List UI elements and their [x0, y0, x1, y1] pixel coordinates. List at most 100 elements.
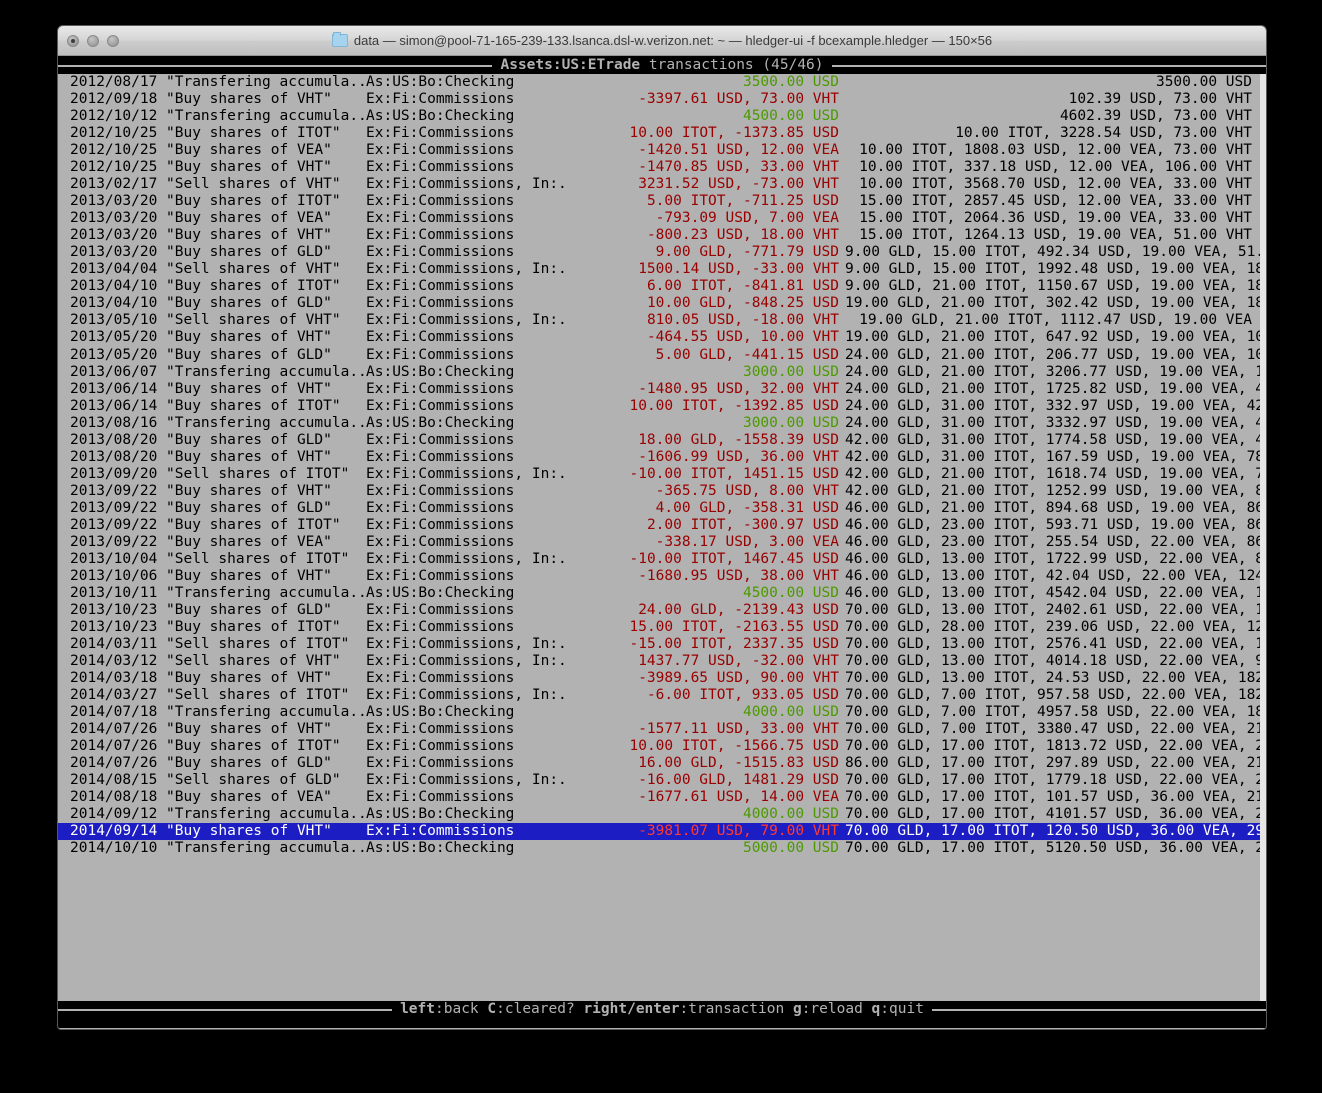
footer-key[interactable]: q: [871, 1001, 881, 1017]
table-row[interactable]: 2013/09/20 "Sell shares of ITOT" Ex:Fi:Com…: [58, 466, 1266, 483]
table-row[interactable]: 2013/09/22 "Buy shares of VEA" Ex:Fi:Commi…: [58, 534, 1266, 551]
row-cell-description: "Sell shares of GLD": [166, 772, 341, 789]
row-cell-account: Ex:Fi:Commissions: [366, 278, 515, 295]
row-cell-date: 2013/10/06: [70, 567, 158, 584]
row-cell-account: Ex:Fi:Commissions: [366, 789, 515, 806]
table-row[interactable]: 2014/03/12 "Sell shares of VHT" Ex:Fi:Comm…: [58, 653, 1266, 670]
table-row[interactable]: 2013/04/10 "Buy shares of ITOT" Ex:Fi:Comm…: [58, 278, 1266, 295]
table-row[interactable]: 2013/05/20 "Buy shares of GLD" Ex:Fi:Commi…: [58, 347, 1266, 364]
row-cell-description: "Sell shares of ITOT": [166, 550, 350, 567]
table-row[interactable]: 2013/02/17 "Sell shares of VHT" Ex:Fi:Comm…: [58, 176, 1266, 193]
row-cell-amount: 15.00 ITOT, -2163.55 USD: [629, 619, 839, 635]
row-cell-date: 2013/10/23: [70, 601, 158, 618]
row-cell-date: 2014/07/26: [70, 738, 158, 755]
table-row[interactable]: 2014/09/12 "Transfering accumula.. As:US:B…: [58, 806, 1266, 823]
row-cell-amount: -365.75 USD, 8.00 VHT: [655, 482, 839, 499]
table-row[interactable]: 2013/04/10 "Buy shares of GLD" Ex:Fi:Commi…: [58, 295, 1266, 312]
table-row[interactable]: 2013/04/04 "Sell shares of VHT" Ex:Fi:Comm…: [58, 261, 1266, 278]
footer-key[interactable]: right/enter: [583, 1001, 680, 1017]
terminal-window: data — simon@pool-71-165-239-133.lsanca.…: [57, 25, 1267, 1030]
table-row[interactable]: 2014/03/27 "Sell shares of ITOT" Ex:Fi:Com…: [58, 687, 1266, 704]
row-cell-date: 2013/03/20: [70, 193, 158, 210]
row-cell-date: 2013/06/14: [70, 397, 158, 414]
table-row[interactable]: 2013/03/20 "Buy shares of VHT" Ex:Fi:Commi…: [58, 227, 1266, 244]
table-row[interactable]: 2013/10/11 "Transfering accumula.. As:US:B…: [58, 585, 1266, 602]
table-row[interactable]: 2013/05/10 "Sell shares of VHT" Ex:Fi:Comm…: [58, 312, 1266, 329]
table-row[interactable]: 2013/05/20 "Buy shares of VHT" Ex:Fi:Commi…: [58, 329, 1266, 346]
row-cell-description: "Buy shares of VHT": [166, 567, 332, 584]
row-cell-date: 2012/10/25: [70, 159, 158, 176]
terminal-screen: Assets:US:ETrade transactions (45/46) 20…: [58, 56, 1266, 1028]
table-row[interactable]: 2013/03/20 "Buy shares of ITOT" Ex:Fi:Comm…: [58, 193, 1266, 210]
table-row[interactable]: 2013/08/20 "Buy shares of GLD" Ex:Fi:Commi…: [58, 432, 1266, 449]
table-row[interactable]: 2014/07/26 "Buy shares of VHT" Ex:Fi:Commi…: [58, 721, 1266, 738]
row-cell-date: 2013/09/22: [70, 499, 158, 516]
table-row[interactable]: 2013/10/06 "Buy shares of VHT" Ex:Fi:Commi…: [58, 568, 1266, 585]
row-cell-account: Ex:Fi:Commissions: [366, 482, 515, 499]
table-row[interactable]: 2012/10/12 "Transfering accumula.. As:US:B…: [58, 108, 1266, 125]
table-row[interactable]: 2012/10/25 "Buy shares of VEA" Ex:Fi:Commi…: [58, 142, 1266, 159]
table-row[interactable]: 2013/06/07 "Transfering accumula.. As:US:B…: [58, 364, 1266, 381]
transactions-list[interactable]: 2012/08/17 "Transfering accumula.. As:US:B…: [58, 74, 1266, 1014]
table-row[interactable]: 2014/07/18 "Transfering accumula.. As:US:B…: [58, 704, 1266, 721]
table-row[interactable]: 2014/10/10 "Transfering accumula.. As:US:B…: [58, 840, 1266, 857]
row-cell-account: Ex:Fi:Commissions: [366, 295, 515, 312]
table-row[interactable]: 2013/06/14 "Buy shares of ITOT" Ex:Fi:Comm…: [58, 398, 1266, 415]
table-row[interactable]: 2013/10/04 "Sell shares of ITOT" Ex:Fi:Com…: [58, 551, 1266, 568]
table-row[interactable]: 2013/10/23 "Buy shares of ITOT" Ex:Fi:Comm…: [58, 619, 1266, 636]
row-cell-balance: 19.00 GLD, 21.00 ITOT, 302.42 USD, 19.00…: [845, 295, 1266, 312]
table-row[interactable]: 2013/10/23 "Buy shares of GLD" Ex:Fi:Commi…: [58, 602, 1266, 619]
row-cell-amount: 6.00 ITOT, -841.81 USD: [646, 278, 839, 295]
row-cell-date: 2013/09/22: [70, 482, 158, 499]
row-cell-account: As:US:Bo:Checking: [366, 704, 515, 721]
row-cell-balance: 46.00 GLD, 13.00 ITOT, 4542.04 USD, 22.0…: [845, 584, 1266, 601]
table-row[interactable]: 2013/09/22 "Buy shares of VHT" Ex:Fi:Commi…: [58, 483, 1266, 500]
table-row[interactable]: 2014/03/18 "Buy shares of VHT" Ex:Fi:Commi…: [58, 670, 1266, 687]
row-cell-balance: 70.00 GLD, 17.00 ITOT, 1813.72 USD, 22.0…: [845, 738, 1266, 755]
table-row[interactable]: 2014/08/15 "Sell shares of GLD" Ex:Fi:Comm…: [58, 772, 1266, 789]
row-cell-date: 2013/06/14: [70, 380, 158, 397]
row-cell-date: 2013/03/20: [70, 244, 158, 261]
scrollbar-thumb[interactable]: [1260, 74, 1266, 1014]
table-row[interactable]: 2012/10/25 "Buy shares of ITOT" Ex:Fi:Comm…: [58, 125, 1266, 142]
footer-key[interactable]: g: [792, 1001, 802, 1017]
table-row[interactable]: 2014/07/26 "Buy shares of ITOT" Ex:Fi:Comm…: [58, 738, 1266, 755]
vertical-scrollbar[interactable]: [1260, 74, 1266, 1014]
row-cell-description: "Buy shares of GLD": [166, 295, 332, 312]
window-titlebar[interactable]: data — simon@pool-71-165-239-133.lsanca.…: [58, 26, 1266, 56]
footer-key[interactable]: left: [400, 1001, 435, 1017]
row-cell-description: "Transfering accumula..: [166, 704, 366, 721]
close-button[interactable]: [67, 34, 79, 47]
row-cell-account: As:US:Bo:Checking: [366, 74, 515, 90]
zoom-button[interactable]: [107, 34, 119, 47]
table-row[interactable]: 2012/08/17 "Transfering accumula.. As:US:B…: [58, 74, 1266, 91]
row-cell-date: 2013/05/20: [70, 329, 158, 346]
table-row[interactable]: 2013/03/20 "Buy shares of VEA" Ex:Fi:Commi…: [58, 210, 1266, 227]
row-cell-balance: 15.00 ITOT, 2064.36 USD, 19.00 VEA, 33.0…: [859, 210, 1252, 227]
folder-icon: [331, 32, 348, 47]
table-row[interactable]: 2013/03/20 "Buy shares of GLD" Ex:Fi:Commi…: [58, 244, 1266, 261]
row-cell-date: 2014/09/14: [70, 823, 158, 840]
footer-key[interactable]: C: [487, 1001, 497, 1017]
table-row[interactable]: 2014/07/26 "Buy shares of GLD" Ex:Fi:Commi…: [58, 755, 1266, 772]
table-row[interactable]: 2013/08/20 "Buy shares of VHT" Ex:Fi:Commi…: [58, 449, 1266, 466]
footer-key-description: :cleared?: [496, 1001, 584, 1017]
table-row[interactable]: 2013/06/14 "Buy shares of VHT" Ex:Fi:Commi…: [58, 381, 1266, 398]
row-cell-amount: -464.55 USD, 10.00 VHT: [646, 329, 839, 346]
row-cell-description: "Transfering accumula..: [166, 840, 366, 857]
row-cell-date: 2014/03/18: [70, 670, 158, 687]
row-cell-balance: 15.00 ITOT, 2857.45 USD, 12.00 VEA, 33.0…: [859, 193, 1252, 210]
table-row[interactable]: 2012/10/25 "Buy shares of VHT" Ex:Fi:Commi…: [58, 159, 1266, 176]
screen-footer: left:back C:cleared? right/enter:transac…: [58, 1001, 1266, 1018]
minimize-button[interactable]: [87, 34, 99, 47]
table-row[interactable]: 2014/09/14 "Buy shares of VHT" Ex:Fi:Commi…: [58, 823, 1266, 841]
table-row[interactable]: 2013/08/16 "Transfering accumula.. As:US:B…: [58, 415, 1266, 432]
table-row[interactable]: 2014/03/11 "Sell shares of ITOT" Ex:Fi:Com…: [58, 636, 1266, 653]
row-cell-balance: 70.00 GLD, 13.00 ITOT, 2576.41 USD, 22.0…: [845, 636, 1266, 653]
row-cell-account: Ex:Fi:Commissions, In:..: [366, 687, 564, 704]
row-cell-date: 2013/04/10: [70, 295, 158, 312]
table-row[interactable]: 2012/09/18 "Buy shares of VHT" Ex:Fi:Commi…: [58, 91, 1266, 108]
table-row[interactable]: 2014/08/18 "Buy shares of VEA" Ex:Fi:Commi…: [58, 789, 1266, 806]
table-row[interactable]: 2013/09/22 "Buy shares of GLD" Ex:Fi:Commi…: [58, 500, 1266, 517]
table-row[interactable]: 2013/09/22 "Buy shares of ITOT" Ex:Fi:Comm…: [58, 517, 1266, 534]
